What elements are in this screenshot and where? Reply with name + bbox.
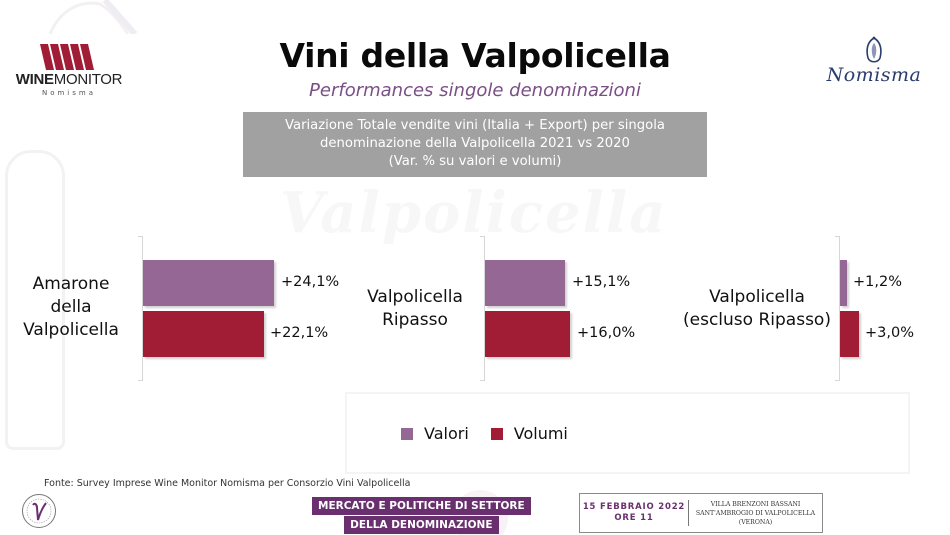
category-label-line: Valpolicella: [23, 320, 119, 340]
event-title-line: DELLA DENOMINAZIONE: [344, 516, 499, 534]
bar-valori: [485, 260, 565, 306]
consorzio-valpolicella-logo-icon: [22, 494, 56, 528]
category-label: Valpolicella (escluso Ripasso): [680, 286, 834, 332]
bar-label-volumi: +3,0%: [865, 325, 914, 341]
bar-label-valori: +1,2%: [853, 274, 902, 290]
page-title: Vini della Valpolicella: [279, 36, 671, 75]
event-divider: [688, 500, 689, 526]
category-label: Valpolicella Ripasso: [357, 286, 473, 332]
event-time-line: ORE 11: [614, 513, 654, 523]
chart-axis: [835, 236, 840, 381]
bar-label-valori: +15,1%: [572, 274, 631, 290]
bar-volumi: [485, 311, 570, 357]
bar-volumi: [840, 311, 859, 357]
chart-valpolicella: Valpolicella (escluso Ripasso) +1,2% +3,…: [0, 236, 950, 381]
event-date: 15 FEBBRAIO 2022 ORE 11: [580, 502, 688, 524]
chart-description-box: Variazione Totale vendite vini (Italia +…: [243, 112, 707, 177]
wine-monitor-logo: WINEMONITOR Nomisma: [14, 44, 124, 97]
venue-line: SANT'AMBROGIO DI VALPOLICELLA: [695, 509, 816, 517]
vine-leaf-watermark-icon: [48, 0, 138, 34]
description-line: (Var. % su valori e volumi): [388, 154, 562, 169]
chart-ripasso: Valpolicella Ripasso +15,1% +16,0%: [0, 236, 650, 381]
category-label-line: Amarone: [32, 274, 110, 294]
page-subtitle: Performances singole denominazioni: [309, 80, 641, 101]
legend-swatch-volumi: [490, 427, 503, 440]
category-label: Amarone della Valpolicella: [14, 273, 128, 342]
bar-volumi: [143, 311, 264, 357]
chart-axis: [138, 236, 143, 381]
bar-label-volumi: +16,0%: [577, 325, 636, 341]
logo-wordmark-regular: MONITOR: [53, 71, 123, 88]
category-label-line: della: [50, 297, 92, 317]
logo-wordmark-bold: WINE: [15, 71, 54, 88]
event-date-line: 15 FEBBRAIO 2022: [582, 502, 686, 512]
event-venue: VILLA BRENZONI BASSANI SANT'AMBROGIO DI …: [689, 500, 822, 527]
category-label-line: Valpolicella: [709, 287, 805, 307]
event-info-box: 15 FEBBRAIO 2022 ORE 11 VILLA BRENZONI B…: [579, 493, 823, 533]
category-label-line: Ripasso: [382, 310, 448, 330]
source-note: Fonte: Survey Imprese Wine Monitor Nomis…: [44, 478, 411, 489]
nomisma-script: Nomisma: [826, 64, 922, 86]
bar-valori: [840, 260, 847, 306]
event-title-line: MERCATO E POLITICHE DI SETTORE: [312, 497, 531, 515]
legend-label: Volumi: [513, 424, 568, 443]
chart-legend: Valori Volumi: [401, 424, 590, 443]
nomisma-logo: Nomisma: [822, 36, 926, 86]
chart-axis: [480, 236, 485, 381]
nomisma-crest-icon: [866, 36, 882, 63]
legend-label: Valori: [424, 424, 469, 443]
legend-item-volumi: Volumi: [490, 424, 568, 443]
legend-item-valori: Valori: [401, 424, 469, 443]
event-title: MERCATO E POLITICHE DI SETTORE DELLA DEN…: [312, 497, 531, 534]
wm-monogram-icon: [40, 44, 94, 70]
bar-valori: [143, 260, 274, 306]
description-line: denominazione della Valpolicella 2021 vs…: [320, 136, 630, 151]
description-line: Variazione Totale vendite vini (Italia +…: [285, 118, 665, 133]
bar-label-volumi: +22,1%: [270, 325, 329, 341]
venue-line: (VERONA): [738, 518, 773, 526]
venue-line: VILLA BRENZONI BASSANI: [710, 500, 801, 508]
legend-swatch-valori: [401, 427, 413, 440]
bar-label-valori: +24,1%: [281, 274, 340, 290]
chart-amarone: Amarone della Valpolicella +24,1% +22,1%: [0, 236, 340, 381]
category-label-line: (escluso Ripasso): [683, 310, 831, 330]
logo-sub: Nomisma: [41, 89, 97, 97]
category-label-line: Valpolicella: [367, 287, 463, 307]
